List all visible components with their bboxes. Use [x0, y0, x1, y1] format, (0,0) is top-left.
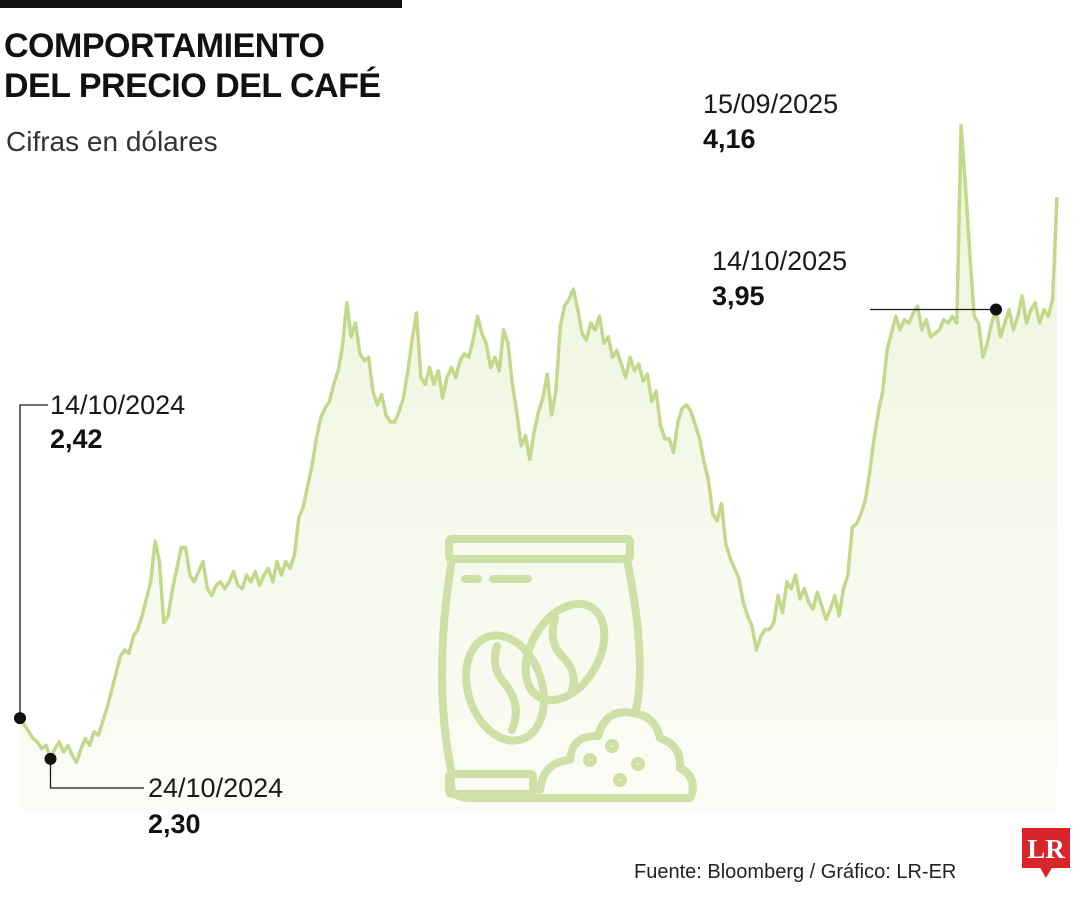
annotation-peak-marker [990, 303, 1002, 316]
annotation-low-date: 24/10/2024 [148, 773, 283, 803]
annotation-low-leader [49, 758, 144, 789]
annotation-peak-date: 15/09/2025 [703, 89, 838, 119]
source-credit: Fuente: Bloomberg / Gráfico: LR-ER [634, 861, 957, 883]
lr-logo: LR [1022, 828, 1070, 878]
annotation-start: 14/10/2024 2,42 [14, 390, 185, 725]
chart-subtitle: Cifras en dólares [6, 126, 218, 157]
annotation-start-marker [14, 712, 26, 725]
coffee-bag-icon [438, 535, 697, 802]
annotation-start-date: 14/10/2024 [50, 390, 185, 420]
lr-logo-text: LR [1027, 833, 1065, 864]
price-line [18, 123, 1059, 765]
annotation-end: 14/10/2025 3,95 [712, 246, 847, 311]
annotation-start-value: 2,42 [50, 424, 103, 454]
annotation-end-value: 3,95 [712, 281, 765, 311]
price-area-fill [20, 125, 1057, 811]
chart-title-line-1: COMPORTAMIENTO [4, 27, 325, 65]
chart-title-line-2: DEL PRECIO DEL CAFÉ [4, 67, 381, 105]
annotation-low: 24/10/2024 2,30 [44, 752, 283, 839]
annotation-low-marker [44, 752, 57, 765]
annotation-start-leader [19, 404, 48, 719]
chart-title: COMPORTAMIENTO DEL PRECIO DEL CAFÉ [4, 26, 381, 106]
annotation-peak-value: 4,16 [703, 124, 756, 154]
annotation-end-date: 14/10/2025 [712, 246, 847, 276]
top-accent-bar [0, 0, 402, 8]
annotation-low-value: 2,30 [148, 809, 201, 839]
annotation-peak: 15/09/2025 4,16 [703, 89, 1002, 316]
